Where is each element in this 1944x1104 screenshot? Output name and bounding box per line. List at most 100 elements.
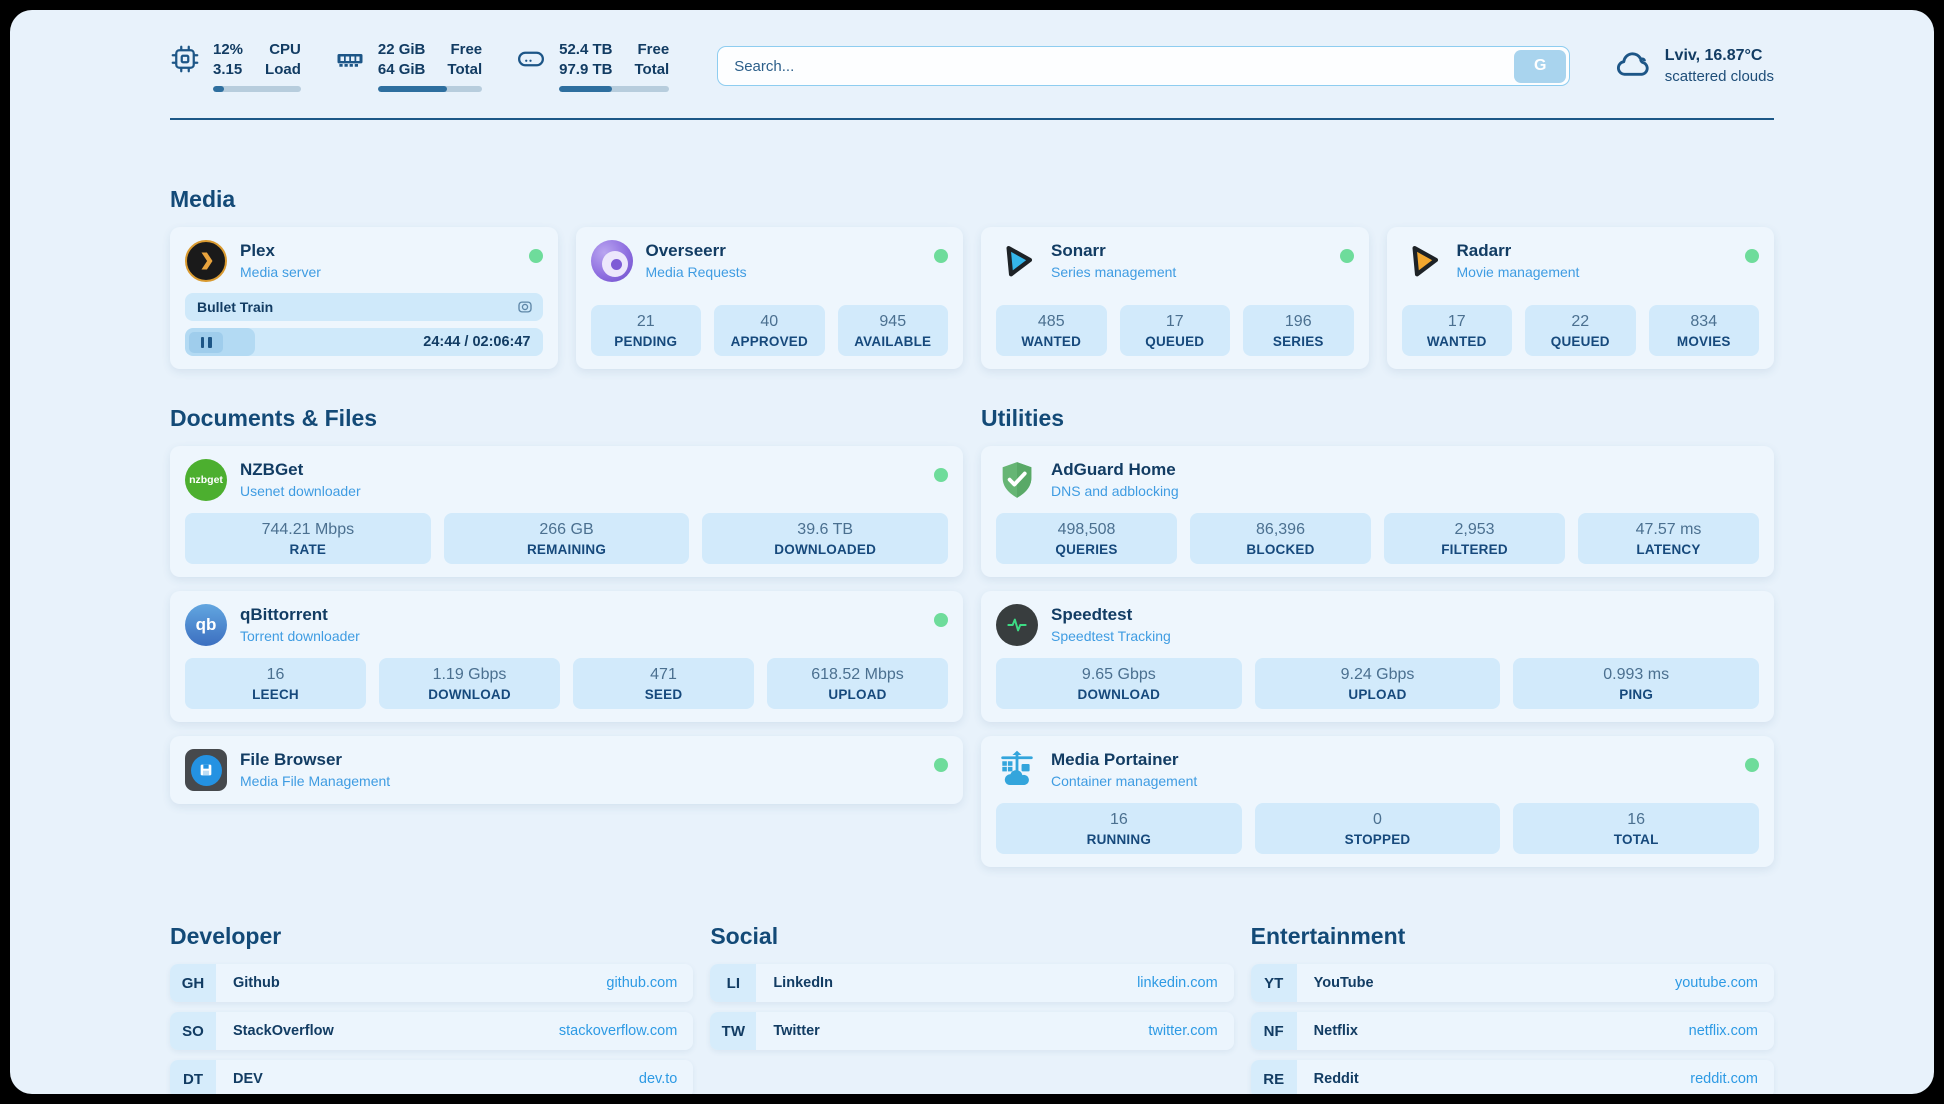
bookmark-twitter[interactable]: TW Twitter twitter.com xyxy=(710,1012,1234,1050)
stat-wanted: 485 WANTED xyxy=(996,305,1107,356)
bookmark-url: netflix.com xyxy=(1688,1023,1758,1039)
bookmark-abbrev: LI xyxy=(710,964,757,1002)
overseerr-card[interactable]: Overseerr Media Requests 21 PENDING 40 A… xyxy=(575,227,963,369)
sonarr-card[interactable]: Sonarr Series management 485 WANTED 17 Q… xyxy=(981,227,1369,369)
stat-download: 1.19 Gbps DOWNLOAD xyxy=(379,658,560,709)
section-title-entertainment: Entertainment xyxy=(1250,923,1406,949)
app-subtitle: Media File Management xyxy=(240,773,391,790)
bookmark-abbrev: DT xyxy=(170,1060,216,1094)
header-divider xyxy=(170,118,1774,120)
section-title-developer: Developer xyxy=(170,923,282,949)
stat-approved: 40 APPROVED xyxy=(714,305,825,356)
radarr-icon xyxy=(1402,240,1444,282)
stat-remaining: 266 GB REMAINING xyxy=(443,513,690,564)
bookmark-url: reddit.com xyxy=(1690,1071,1758,1087)
stat-pending: 21 PENDING xyxy=(590,305,701,356)
bookmark-url: youtube.com xyxy=(1674,975,1758,991)
stat-upload: 618.52 Mbps UPLOAD xyxy=(767,658,948,709)
app-subtitle: Usenet downloader xyxy=(240,483,361,500)
cpu-icon xyxy=(170,44,200,79)
bookmark-url: stackoverflow.com xyxy=(558,1023,678,1039)
qbittorrent-icon: qb xyxy=(185,604,227,646)
app-subtitle: Torrent downloader xyxy=(240,628,360,645)
bookmark-name: StackOverflow xyxy=(233,1023,334,1039)
bookmark-linkedin[interactable]: LI LinkedIn linkedin.com xyxy=(710,964,1234,1002)
bookmark-dev[interactable]: DT DEV dev.to xyxy=(170,1060,694,1094)
stat-series: 196 SERIES xyxy=(1243,305,1354,356)
app-title: Media Portainer xyxy=(1051,750,1179,769)
plex-card[interactable]: Plex Media server Bullet Train xyxy=(170,227,558,369)
system-stats: 12% 3.15 CPU Load xyxy=(170,40,670,92)
bookmark-github[interactable]: GH Github github.com xyxy=(170,964,694,1002)
app-subtitle: Media server xyxy=(240,264,321,281)
app-subtitle: Container management xyxy=(1051,773,1198,790)
top-bar: 12% 3.15 CPU Load xyxy=(170,10,1774,92)
qbittorrent-card[interactable]: qb qBittorrent Torrent downloader 16 xyxy=(170,591,963,722)
stat-rate: 744.21 Mbps RATE xyxy=(185,513,431,564)
radarr-card[interactable]: Radarr Movie management 17 WANTED 22 QUE… xyxy=(1386,227,1774,369)
now-playing-title: Bullet Train xyxy=(197,299,274,315)
stat-queries: 498,508 QUERIES xyxy=(996,513,1177,564)
app-subtitle: Media Requests xyxy=(645,264,747,281)
adguard-card[interactable]: AdGuard Home DNS and adblocking 498,508 … xyxy=(981,446,1774,577)
section-title-utilities: Utilities xyxy=(981,405,1065,431)
bookmark-abbrev: SO xyxy=(170,1012,216,1050)
now-playing-row: Bullet Train xyxy=(185,293,543,321)
nzbget-card[interactable]: nzbget NZBGet Usenet downloader 744.21 M… xyxy=(170,446,963,577)
app-title: Speedtest xyxy=(1051,605,1133,624)
bookmark-name: Netflix xyxy=(1313,1023,1358,1039)
filebrowser-icon xyxy=(185,749,227,791)
status-dot xyxy=(934,468,948,482)
media-type-icon xyxy=(516,298,534,316)
bookmark-url: linkedin.com xyxy=(1137,975,1218,991)
search-engine-button[interactable]: G xyxy=(1514,49,1567,83)
status-dot xyxy=(1745,249,1759,263)
filebrowser-card[interactable]: File Browser Media File Management xyxy=(170,736,963,804)
stat-movies: 834 MOVIES xyxy=(1648,305,1759,356)
search-bar: G xyxy=(717,46,1570,86)
stat-ping: 0.993 ms PING xyxy=(1513,658,1760,709)
stat-stopped: 0 STOPPED xyxy=(1254,803,1501,854)
stat-seed: 471 SEED xyxy=(573,658,754,709)
ram-values: 22 GiB 64 GiB xyxy=(377,41,426,78)
cpu-progress-bar xyxy=(213,86,301,92)
stat-available: 945 AVAILABLE xyxy=(837,305,948,356)
bookmark-abbrev: NF xyxy=(1250,1012,1297,1050)
stat-filtered: 2,953 FILTERED xyxy=(1384,513,1565,564)
search-input[interactable] xyxy=(718,47,1512,85)
bookmark-netflix[interactable]: NF Netflix netflix.com xyxy=(1250,1012,1774,1050)
disk-labels: Free Total xyxy=(634,41,670,78)
stat-blocked: 86,396 BLOCKED xyxy=(1190,513,1371,564)
status-dot xyxy=(934,613,948,627)
stat-queued: 17 QUEUED xyxy=(1119,305,1230,356)
pause-button[interactable] xyxy=(189,331,223,353)
status-dot xyxy=(1745,758,1759,772)
bookmark-youtube[interactable]: YT YouTube youtube.com xyxy=(1250,964,1774,1002)
status-dot xyxy=(1339,249,1354,263)
bookmark-url: dev.to xyxy=(638,1071,678,1087)
plex-icon xyxy=(185,240,227,282)
section-title-documents: Documents & Files xyxy=(170,405,378,431)
playback-progress: 24:44 / 02:06:47 xyxy=(185,328,543,356)
stat-total: 16 TOTAL xyxy=(1513,803,1760,854)
cloud-icon xyxy=(1614,45,1652,88)
status-dot xyxy=(934,758,948,772)
portainer-card[interactable]: Media Portainer Container management 16 … xyxy=(981,736,1774,867)
section-title-media: Media xyxy=(170,186,236,212)
nzbget-icon: nzbget xyxy=(185,459,227,501)
bookmark-name: DEV xyxy=(233,1071,263,1087)
bookmark-name: Twitter xyxy=(773,1023,820,1039)
app-subtitle: Movie management xyxy=(1456,264,1580,281)
app-title: NZBGet xyxy=(240,460,304,479)
weather-widget: Lviv, 16.87°C scattered clouds xyxy=(1614,45,1774,88)
bookmark-reddit[interactable]: RE Reddit reddit.com xyxy=(1250,1060,1774,1094)
speedtest-icon xyxy=(996,604,1038,646)
ram-icon xyxy=(335,44,365,79)
bookmark-stackoverflow[interactable]: SO StackOverflow stackoverflow.com xyxy=(170,1012,694,1050)
status-dot xyxy=(528,249,543,263)
bookmark-url: twitter.com xyxy=(1148,1023,1218,1039)
ram-stat: 22 GiB 64 GiB Free Total xyxy=(335,40,483,92)
speedtest-card[interactable]: Speedtest Speedtest Tracking 9.65 Gbps D… xyxy=(981,591,1774,722)
section-title-social: Social xyxy=(710,923,779,949)
app-title: File Browser xyxy=(240,750,343,769)
